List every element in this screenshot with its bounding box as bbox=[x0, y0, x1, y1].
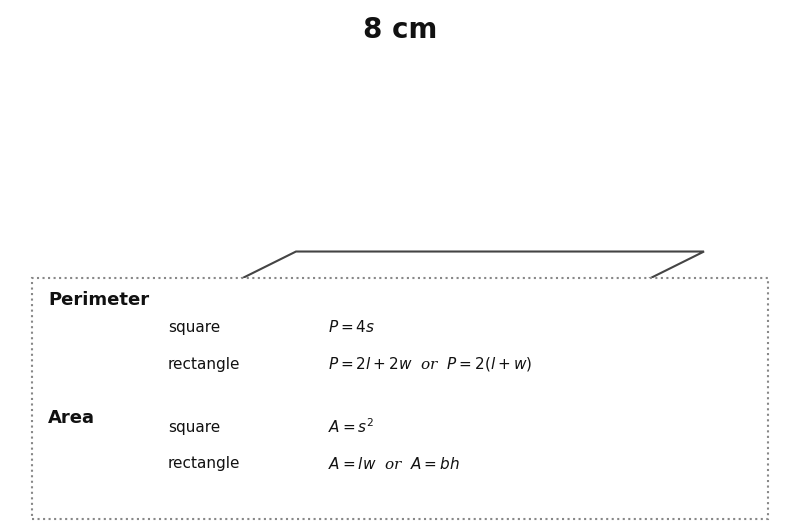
Text: rectangle: rectangle bbox=[168, 456, 241, 471]
Text: Perimeter: Perimeter bbox=[48, 291, 149, 309]
Polygon shape bbox=[64, 252, 704, 367]
FancyBboxPatch shape bbox=[32, 278, 768, 519]
Text: square: square bbox=[168, 420, 220, 434]
Text: $P=4s$: $P=4s$ bbox=[328, 320, 375, 335]
Text: rectangle: rectangle bbox=[168, 357, 241, 372]
Text: square: square bbox=[168, 320, 220, 335]
Text: 3 cm: 3 cm bbox=[652, 310, 715, 334]
Text: Area: Area bbox=[48, 409, 95, 427]
Text: 8 cm: 8 cm bbox=[363, 16, 437, 43]
Text: $A=s^{2}$: $A=s^{2}$ bbox=[328, 418, 374, 436]
Text: $A=lw$  or  $A=bh$: $A=lw$ or $A=bh$ bbox=[328, 456, 460, 472]
Text: $P=2l+2w$  or  $P=2(l+w)$: $P=2l+2w$ or $P=2(l+w)$ bbox=[328, 355, 532, 373]
